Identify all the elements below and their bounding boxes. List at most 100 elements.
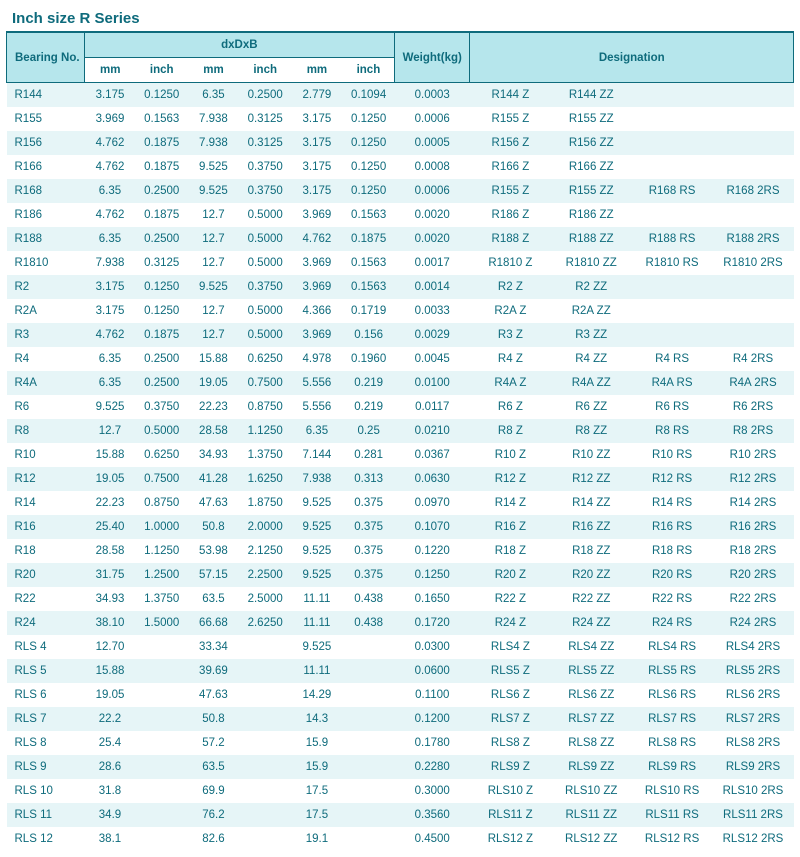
col-weight: Weight(kg) <box>395 33 470 83</box>
cell-dim: 3.969 <box>291 203 343 227</box>
cell-dim: 9.525 <box>291 515 343 539</box>
cell-weight: 0.0970 <box>395 491 470 515</box>
cell-dim: 12.7 <box>84 419 136 443</box>
cell-dim: 0.1250 <box>343 179 395 203</box>
bearing-table: Bearing No. dxDxB Weight(kg) Designation… <box>6 32 794 851</box>
cell-designation: RLS11 ZZ <box>551 803 632 827</box>
cell-bearing-no: RLS 9 <box>7 755 85 779</box>
cell-dim: 0.3750 <box>136 395 188 419</box>
cell-weight: 0.0005 <box>395 131 470 155</box>
cell-bearing-no: R168 <box>7 179 85 203</box>
cell-dim: 5.556 <box>291 371 343 395</box>
table-row: RLS 515.8839.6911.110.0600RLS5 ZRLS5 ZZR… <box>7 659 794 683</box>
cell-weight: 0.0017 <box>395 251 470 275</box>
cell-designation: R155 ZZ <box>551 107 632 131</box>
cell-bearing-no: RLS 8 <box>7 731 85 755</box>
cell-designation: R14 2RS <box>713 491 794 515</box>
cell-bearing-no: R155 <box>7 107 85 131</box>
cell-designation: RLS9 ZZ <box>551 755 632 779</box>
cell-designation <box>713 155 794 179</box>
cell-dim: 0.8750 <box>239 395 291 419</box>
cell-weight: 0.0300 <box>395 635 470 659</box>
cell-dim: 5.556 <box>291 395 343 419</box>
table-row: R18107.9380.312512.70.50003.9690.15630.0… <box>7 251 794 275</box>
cell-dim <box>136 635 188 659</box>
cell-dim <box>239 707 291 731</box>
cell-dim: 7.938 <box>188 131 240 155</box>
cell-dim: 2.5000 <box>239 587 291 611</box>
cell-dim: 4.762 <box>291 227 343 251</box>
cell-designation: RLS5 ZZ <box>551 659 632 683</box>
cell-designation <box>713 131 794 155</box>
cell-bearing-no: R1810 <box>7 251 85 275</box>
cell-designation: R4A ZZ <box>551 371 632 395</box>
sub-inch: inch <box>343 58 395 83</box>
cell-dim: 4.978 <box>291 347 343 371</box>
cell-designation: R22 Z <box>470 587 551 611</box>
sub-mm: mm <box>188 58 240 83</box>
cell-dim: 0.3125 <box>136 251 188 275</box>
cell-designation <box>632 203 713 227</box>
cell-designation: R144 ZZ <box>551 83 632 108</box>
cell-designation: RLS9 Z <box>470 755 551 779</box>
cell-weight: 0.0367 <box>395 443 470 467</box>
cell-dim <box>343 635 395 659</box>
cell-dim: 0.3125 <box>239 131 291 155</box>
cell-dim: 3.175 <box>291 155 343 179</box>
cell-dim: 6.35 <box>291 419 343 443</box>
cell-dim: 0.1250 <box>136 275 188 299</box>
cell-dim <box>239 827 291 851</box>
cell-dim <box>343 659 395 683</box>
cell-dim <box>343 779 395 803</box>
cell-designation: R20 2RS <box>713 563 794 587</box>
cell-dim: 0.3125 <box>239 107 291 131</box>
cell-dim: 28.6 <box>84 755 136 779</box>
cell-designation: R14 Z <box>470 491 551 515</box>
cell-dim: 2.1250 <box>239 539 291 563</box>
cell-dim: 6.35 <box>84 347 136 371</box>
cell-weight: 0.1100 <box>395 683 470 707</box>
cell-designation: RLS4 ZZ <box>551 635 632 659</box>
cell-designation: R24 ZZ <box>551 611 632 635</box>
cell-dim: 0.2500 <box>136 227 188 251</box>
cell-weight: 0.1250 <box>395 563 470 587</box>
cell-designation: R18 Z <box>470 539 551 563</box>
cell-dim: 0.281 <box>343 443 395 467</box>
cell-designation: R4 RS <box>632 347 713 371</box>
table-row: R1864.7620.187512.70.50003.9690.15630.00… <box>7 203 794 227</box>
cell-bearing-no: RLS 4 <box>7 635 85 659</box>
cell-designation: RLS8 RS <box>632 731 713 755</box>
cell-bearing-no: R20 <box>7 563 85 587</box>
table-row: R1886.350.250012.70.50004.7620.18750.002… <box>7 227 794 251</box>
cell-dim: 0.219 <box>343 371 395 395</box>
cell-weight: 0.0006 <box>395 107 470 131</box>
cell-designation: RLS11 Z <box>470 803 551 827</box>
cell-designation: RLS10 Z <box>470 779 551 803</box>
sub-mm: mm <box>84 58 136 83</box>
cell-bearing-no: R8 <box>7 419 85 443</box>
cell-dim: 0.1875 <box>136 323 188 347</box>
cell-designation: R144 Z <box>470 83 551 108</box>
cell-designation: R20 RS <box>632 563 713 587</box>
cell-designation <box>632 83 713 108</box>
cell-dim: 7.144 <box>291 443 343 467</box>
cell-bearing-no: R2A <box>7 299 85 323</box>
table-row: RLS 825.457.215.90.1780RLS8 ZRLS8 ZZRLS8… <box>7 731 794 755</box>
cell-dim: 0.1250 <box>343 131 395 155</box>
cell-dim: 0.5000 <box>239 227 291 251</box>
cell-weight: 0.0020 <box>395 203 470 227</box>
cell-bearing-no: RLS 5 <box>7 659 85 683</box>
cell-dim: 1.3750 <box>239 443 291 467</box>
cell-dim: 4.762 <box>84 323 136 347</box>
cell-designation: R188 ZZ <box>551 227 632 251</box>
cell-designation: RLS8 Z <box>470 731 551 755</box>
cell-dim: 0.1250 <box>343 155 395 179</box>
cell-bearing-no: R2 <box>7 275 85 299</box>
cell-dim: 9.525 <box>188 275 240 299</box>
cell-dim <box>239 803 291 827</box>
table-row: RLS 1031.869.917.50.3000RLS10 ZRLS10 ZZR… <box>7 779 794 803</box>
cell-designation: RLS12 RS <box>632 827 713 851</box>
cell-designation <box>632 275 713 299</box>
cell-designation: RLS8 2RS <box>713 731 794 755</box>
cell-designation: R155 Z <box>470 107 551 131</box>
